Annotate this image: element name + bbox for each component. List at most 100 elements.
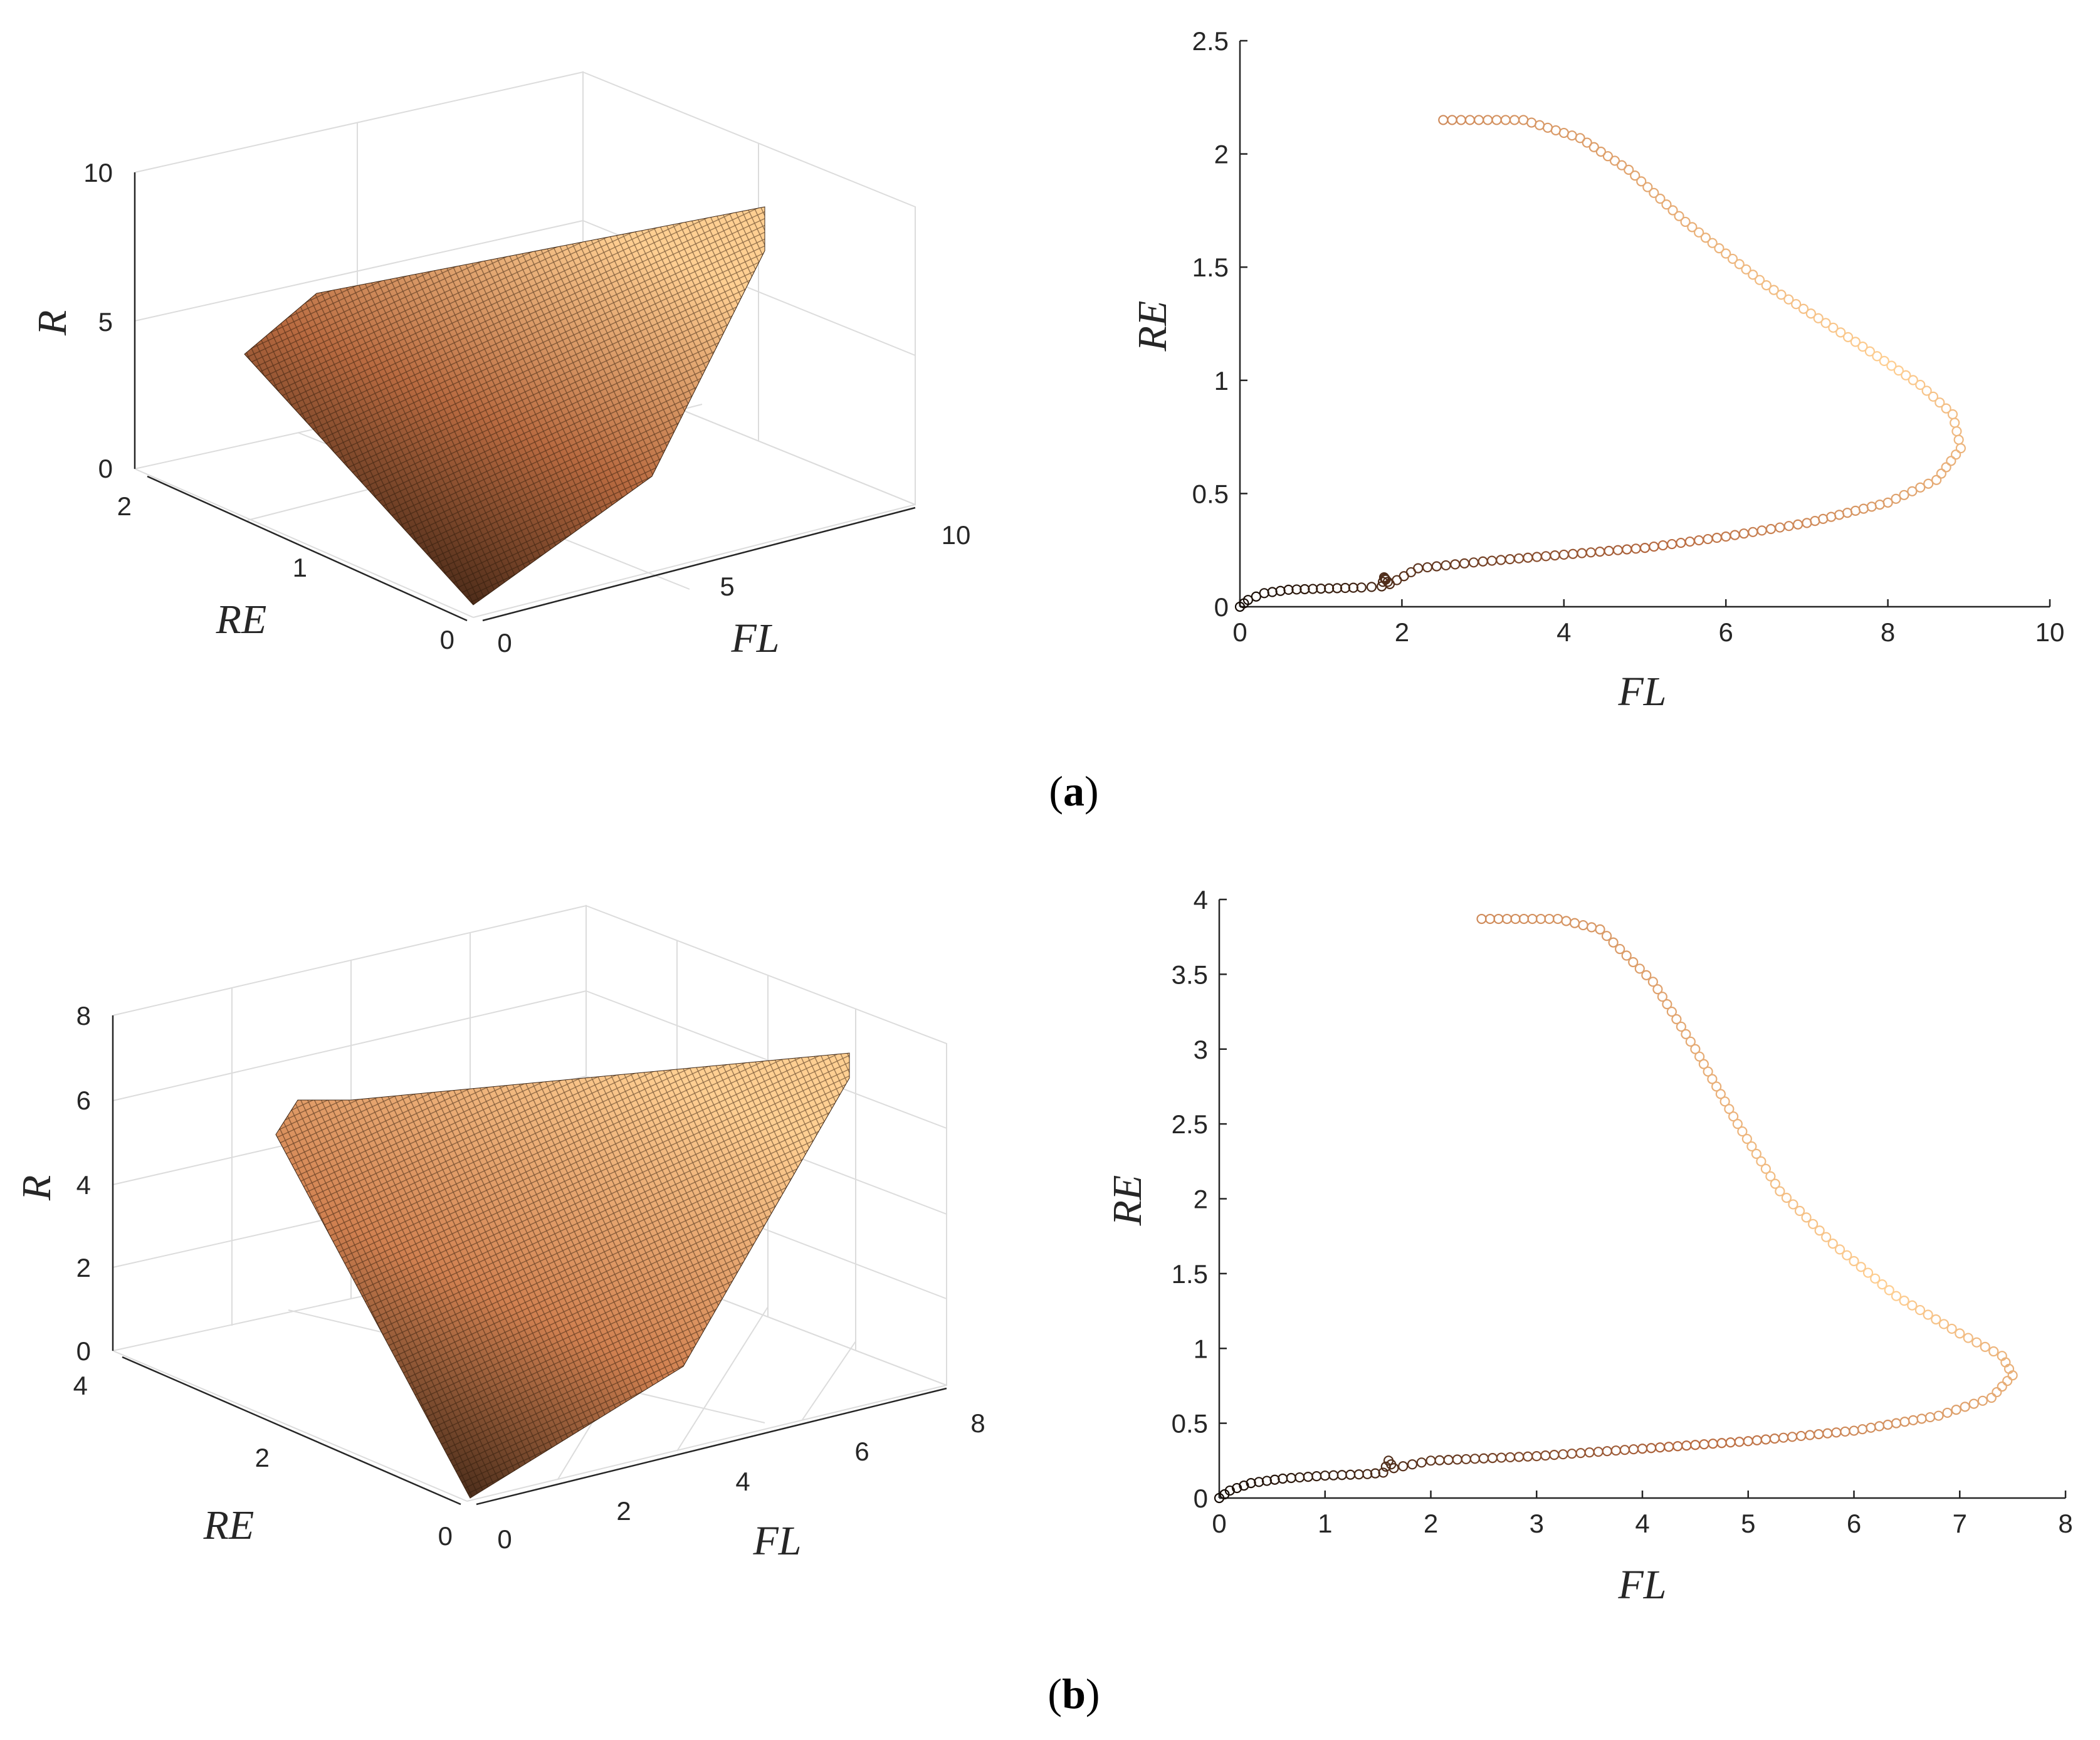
scatB-point-2 [1224,1485,1235,1496]
scatB-point-110 [1914,1304,1926,1316]
scatB-point-123 [1821,1232,1832,1242]
scatA-point-135 [1674,211,1684,221]
scatA-point-86 [1923,478,1934,489]
a3d-xlabel: FL [730,616,779,661]
scatB-point-75 [1831,1427,1842,1438]
scatB-ytick-label-1: 0.5 [1172,1409,1208,1439]
scatB-point-170 [1561,916,1572,926]
scatA-point-108 [1864,346,1875,357]
scatA-point-47 [1585,547,1596,558]
scatA-point-116 [1805,308,1816,319]
scatB-point-55 [1655,1442,1666,1453]
scatA-point-139 [1649,187,1659,198]
scatA-xtick-label-4: 8 [1881,617,1895,647]
scatB-point-173 [1535,913,1546,925]
scatB-ytick-label-0: 0 [1194,1484,1208,1513]
scatB-point-61 [1708,1439,1718,1449]
scatA-point-104 [1893,365,1904,376]
scatB-ytick-label-8: 4 [1194,885,1208,915]
scatA-point-41 [1531,552,1542,562]
scatB-point-108 [1931,1314,1941,1325]
scatB-point-84 [1908,1415,1919,1425]
scatB-point-77 [1849,1425,1859,1436]
scatB-point-131 [1770,1178,1780,1189]
scatB-point-106 [1946,1323,1957,1334]
scatB-point-15 [1328,1470,1339,1481]
scatB-point-44 [1558,1449,1568,1460]
scatA-point-77 [1850,505,1861,516]
b3d-ytick-4: 4 [73,1371,88,1400]
scatA-point-130 [1707,238,1718,248]
b3d-ztick-4: 4 [76,1170,91,1200]
scatA-point-62 [1721,531,1731,542]
scatB-point-46 [1575,1448,1586,1459]
scatB-point-105 [1955,1328,1965,1339]
caption-a: (a) [1049,767,1098,815]
scatB-point-130 [1775,1186,1785,1197]
a3d-xtick-10: 10 [942,520,971,550]
panel-b-scatter-plot: 0 1 2 3 4 5 6 7 8 0 0.5 1 1.5 2 2.5 3 3.5 4 FL RE [1105,885,2073,1608]
scatA-point-37 [1496,555,1506,565]
scatB-point-167 [1586,922,1597,933]
scatB-point-103 [1971,1337,1982,1348]
scatB-point-35 [1478,1453,1489,1464]
scatB-point-162 [1621,950,1632,961]
scatA-point-98 [1935,397,1945,408]
scatB-ytick-label-6: 3 [1194,1035,1208,1064]
scatB-xtick-label-5: 5 [1741,1509,1755,1538]
scatA-point-42 [1540,551,1551,562]
scatA-xtick-label-5: 10 [2035,617,2065,647]
scatB-point-63 [1725,1437,1736,1448]
scatB-point-100 [1997,1351,2007,1361]
scatB-point-111 [1907,1300,1918,1311]
scatB-point-153 [1671,1014,1682,1025]
scatA-point-36 [1486,555,1498,566]
scatA-point-157 [1518,115,1529,125]
scatA-point-67 [1765,523,1777,535]
scatB-point-18 [1353,1469,1364,1480]
scatA-point-63 [1730,530,1740,540]
scatA-point-76 [1842,508,1853,518]
scatB-point-154 [1666,1006,1677,1017]
scatA-point-69 [1783,521,1794,532]
scatA-point-141 [1636,176,1647,187]
b3d-xtick-2: 2 [616,1496,631,1526]
scatA-point-52 [1630,543,1641,554]
scatB-point-135 [1751,1148,1761,1159]
scatB-point-179 [1484,913,1496,925]
scatB-point-96 [2002,1376,2013,1386]
scatA-point-79 [1866,501,1877,512]
scatA-point-159 [1500,115,1511,125]
scatA-point-161 [1483,115,1493,125]
scatA-point-6 [1275,585,1286,596]
scatB-point-133 [1760,1163,1771,1174]
scatB-ytick-label-7: 3.5 [1172,960,1208,989]
scatB-point-114 [1884,1285,1894,1296]
a3d-xtick-5: 5 [720,572,734,601]
scatA-point-138 [1655,193,1666,204]
scatA-point-40 [1523,552,1533,563]
scatB-point-48 [1593,1447,1604,1457]
scatA-point-148 [1588,142,1599,152]
b3d-ztick-6: 6 [76,1086,91,1115]
scatB-point-17 [1345,1469,1356,1480]
a3d-surface [244,206,765,605]
scatA-ytick-label-5: 2.5 [1192,26,1229,56]
b3d-x-axis [476,1387,947,1506]
scatA-point-105 [1886,360,1897,371]
caption-b: (b) [1047,1670,1100,1717]
scatB-point-128 [1788,1199,1798,1210]
scatB-point-51 [1619,1445,1630,1455]
scatB-point-119 [1849,1255,1859,1267]
scatB-point-171 [1552,913,1563,925]
scatA-point-96 [1947,409,1958,420]
b2d-ylabel: RE [1105,1175,1150,1227]
scatA-point-5 [1267,587,1278,597]
scatA-point-82 [1891,493,1901,504]
b3d-ztick-2: 2 [76,1253,91,1282]
scatA-point-91 [1951,449,1961,460]
scatB-xtick-label-1: 1 [1318,1509,1332,1538]
scatA-point-38 [1504,554,1515,565]
b3d-ytick-2: 2 [255,1443,270,1472]
scatB-point-95 [1997,1381,2007,1392]
